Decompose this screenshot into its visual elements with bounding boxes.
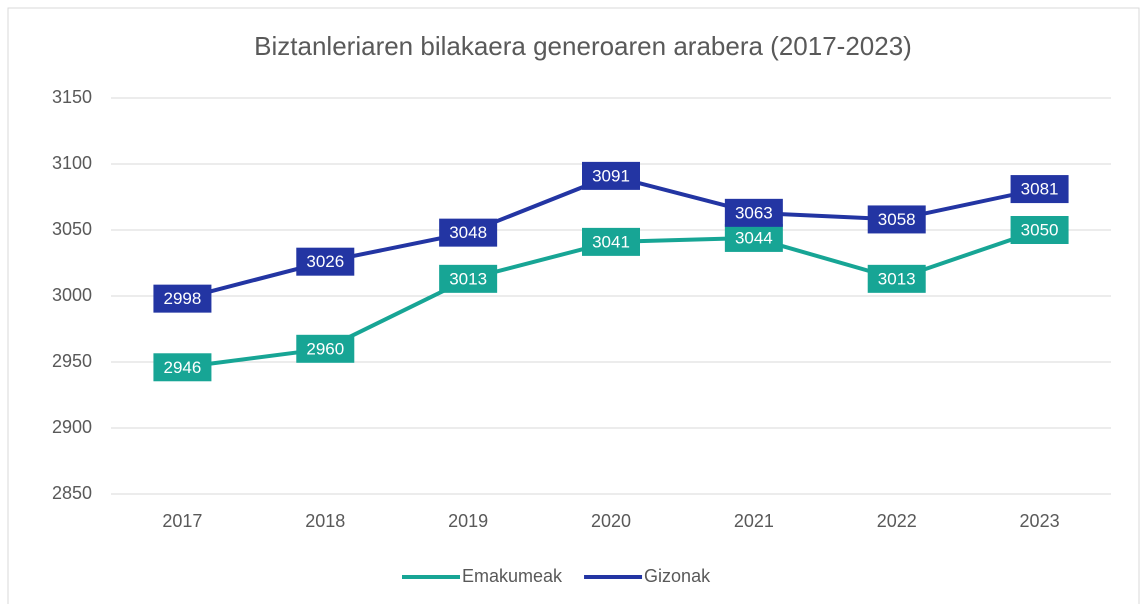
x-tick-label: 2017	[162, 511, 202, 531]
data-label-box	[724, 198, 783, 227]
x-tick-label: 2021	[734, 511, 774, 531]
data-label: 2946	[164, 358, 202, 377]
data-label: 3058	[878, 210, 916, 229]
data-label-box	[1010, 175, 1069, 204]
data-label: 3044	[735, 228, 773, 247]
data-label: 3063	[735, 203, 773, 222]
legend-label: Emakumeak	[462, 566, 563, 586]
data-label: 3081	[1021, 180, 1059, 199]
y-tick-label: 2850	[52, 483, 92, 503]
y-tick-label: 2950	[52, 351, 92, 371]
data-label-box	[439, 264, 498, 293]
data-label-box	[439, 218, 498, 247]
data-label-box	[296, 247, 355, 276]
y-tick-label: 3050	[52, 219, 92, 239]
data-label-box	[153, 284, 212, 313]
x-tick-label: 2022	[877, 511, 917, 531]
x-tick-label: 2023	[1020, 511, 1060, 531]
x-tick-label: 2018	[305, 511, 345, 531]
data-label-box	[724, 223, 783, 252]
data-label-box	[867, 264, 926, 293]
data-label: 2960	[306, 339, 344, 358]
data-label: 3013	[878, 269, 916, 288]
data-label: 3048	[449, 223, 487, 242]
y-tick-label: 3100	[52, 153, 92, 173]
x-tick-label: 2019	[448, 511, 488, 531]
data-label-box	[296, 334, 355, 363]
data-label: 3050	[1021, 220, 1059, 239]
data-label-box	[867, 205, 926, 234]
data-label-box	[582, 161, 640, 190]
y-tick-label: 3150	[52, 87, 92, 107]
data-label-box	[582, 227, 640, 256]
data-label-box	[1010, 216, 1069, 244]
y-tick-label: 3000	[52, 285, 92, 305]
data-label: 3041	[592, 232, 630, 251]
data-label: 3026	[306, 252, 344, 271]
legend-label: Gizonak	[644, 566, 711, 586]
y-tick-label: 2900	[52, 417, 92, 437]
data-label: 2998	[164, 289, 202, 308]
chart-title: Biztanleriaren bilakaera generoaren arab…	[254, 31, 912, 61]
data-label: 3091	[592, 166, 630, 185]
data-label-box	[153, 353, 212, 382]
x-tick-label: 2020	[591, 511, 631, 531]
data-label: 3013	[449, 269, 487, 288]
